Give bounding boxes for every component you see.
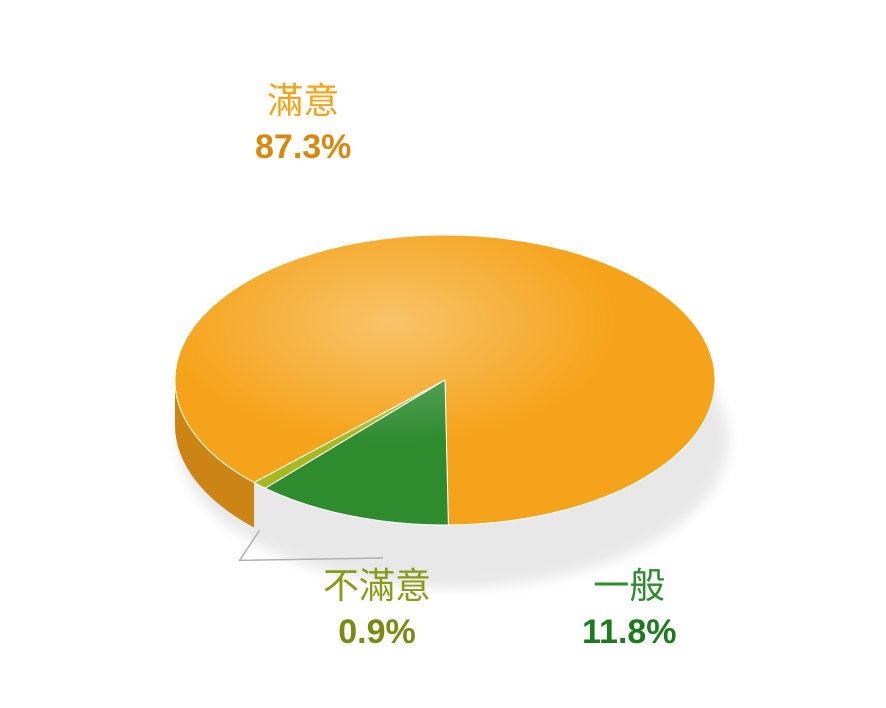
slice-value-0: 87.3% [255,125,351,169]
slice-value-1: 11.8% [582,610,677,654]
pie-chart-svg [0,0,886,708]
pie-chart-container: 滿意 87.3% 一般 11.8% 不滿意 0.9% [0,0,886,708]
slice-value-2: 0.9% [323,610,431,654]
slice-name-0: 滿意 [255,78,351,125]
slice-label-2: 不滿意 0.9% [323,563,431,654]
slice-name-2: 不滿意 [323,563,431,610]
slice-name-1: 一般 [582,563,677,610]
slice-label-0: 滿意 87.3% [255,78,351,169]
slice-label-1: 一般 11.8% [582,563,677,654]
